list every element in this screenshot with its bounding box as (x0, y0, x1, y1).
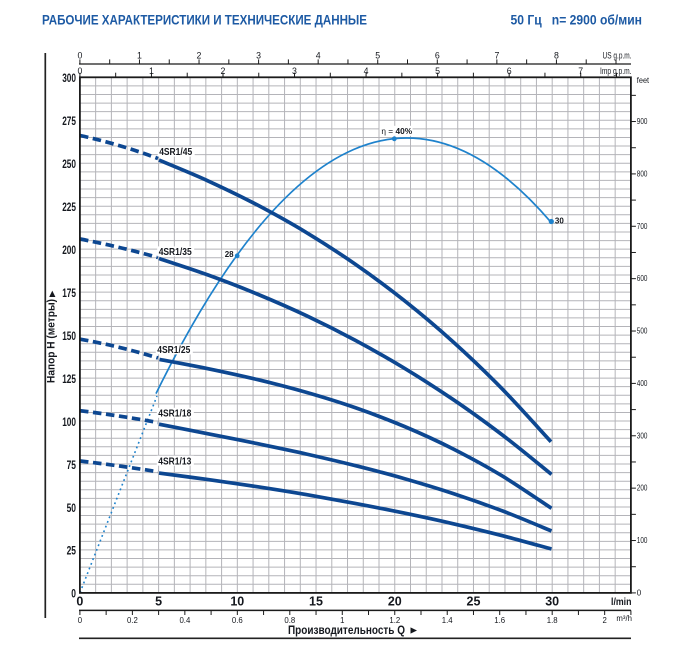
svg-text:0.6: 0.6 (232, 616, 243, 625)
svg-text:200: 200 (637, 484, 648, 493)
svg-text:225: 225 (62, 202, 76, 214)
svg-text:4: 4 (316, 51, 321, 61)
svg-text:1: 1 (137, 51, 142, 61)
svg-text:4SR1/13: 4SR1/13 (158, 456, 191, 467)
svg-text:500: 500 (637, 327, 648, 336)
svg-text:6: 6 (435, 51, 440, 61)
svg-text:100: 100 (637, 536, 648, 545)
svg-text:2: 2 (197, 51, 202, 61)
svg-text:4SR1/45: 4SR1/45 (159, 147, 192, 158)
svg-text:0: 0 (637, 588, 642, 597)
svg-text:0.8: 0.8 (284, 616, 295, 625)
svg-text:100: 100 (62, 417, 76, 429)
svg-text:3: 3 (256, 51, 261, 61)
svg-text:8: 8 (554, 51, 559, 61)
svg-text:5: 5 (435, 66, 440, 76)
svg-text:m³/h: m³/h (616, 614, 632, 623)
svg-text:1.6: 1.6 (494, 616, 505, 625)
svg-text:1: 1 (149, 66, 154, 76)
svg-text:4SR1/18: 4SR1/18 (158, 408, 191, 419)
svg-text:η = 40%: η = 40% (381, 126, 412, 136)
svg-text:l/min: l/min (611, 596, 632, 608)
svg-text:25: 25 (67, 546, 77, 558)
svg-text:0.2: 0.2 (127, 616, 138, 625)
svg-text:2: 2 (221, 66, 226, 76)
svg-text:50: 50 (67, 503, 76, 515)
svg-text:5: 5 (375, 51, 380, 61)
svg-text:175: 175 (62, 288, 76, 300)
svg-text:125: 125 (62, 374, 76, 386)
svg-text:0: 0 (78, 616, 83, 625)
svg-text:РАБОЧИЕ ХАРАКТЕРИСТИКИ И ТЕХНИ: РАБОЧИЕ ХАРАКТЕРИСТИКИ И ТЕХНИЧЕСКИЕ ДАН… (42, 12, 367, 28)
svg-text:15: 15 (309, 594, 323, 608)
svg-text:20: 20 (388, 594, 402, 608)
svg-text:275: 275 (62, 116, 76, 128)
svg-text:150: 150 (62, 331, 76, 343)
svg-text:1.8: 1.8 (547, 616, 558, 625)
svg-text:900: 900 (637, 117, 648, 126)
svg-text:0: 0 (76, 594, 83, 608)
svg-text:10: 10 (230, 594, 244, 608)
svg-text:2: 2 (603, 616, 607, 625)
svg-text:4: 4 (364, 66, 369, 76)
svg-text:US g.p.m.: US g.p.m. (603, 51, 632, 61)
svg-text:7: 7 (578, 66, 583, 76)
svg-text:0.4: 0.4 (179, 616, 191, 625)
svg-text:75: 75 (67, 460, 77, 472)
svg-text:250: 250 (62, 159, 76, 171)
svg-text:300: 300 (637, 431, 648, 440)
svg-text:25: 25 (467, 594, 481, 608)
svg-text:1.4: 1.4 (442, 616, 454, 625)
svg-text:0: 0 (77, 66, 82, 76)
svg-text:Imp g.p.m.: Imp g.p.m. (600, 66, 632, 76)
svg-text:Напор H (метры): Напор H (метры) (45, 299, 57, 383)
svg-text:3: 3 (292, 66, 297, 76)
svg-text:30: 30 (555, 216, 564, 225)
svg-text:200: 200 (62, 245, 76, 257)
svg-text:400: 400 (637, 379, 648, 388)
svg-text:4SR1/35: 4SR1/35 (159, 247, 192, 258)
svg-text:Производительность Q: Производительность Q (288, 625, 405, 637)
svg-text:5: 5 (155, 594, 162, 608)
svg-text:700: 700 (637, 222, 648, 231)
svg-text:0: 0 (77, 51, 82, 61)
svg-text:600: 600 (637, 274, 648, 283)
svg-text:28: 28 (225, 250, 234, 259)
svg-text:1: 1 (340, 616, 344, 625)
svg-text:6: 6 (507, 66, 512, 76)
svg-text:feet: feet (637, 76, 650, 85)
svg-text:30: 30 (545, 594, 559, 608)
svg-text:4SR1/25: 4SR1/25 (157, 345, 190, 356)
svg-text:300: 300 (62, 73, 76, 85)
svg-text:800: 800 (637, 169, 648, 178)
svg-text:7: 7 (494, 51, 499, 61)
svg-text:0: 0 (71, 589, 76, 601)
svg-text:50 Гц n= 2900 об/мин: 50 Гц n= 2900 об/мин (511, 12, 643, 28)
svg-text:1.2: 1.2 (389, 616, 400, 625)
